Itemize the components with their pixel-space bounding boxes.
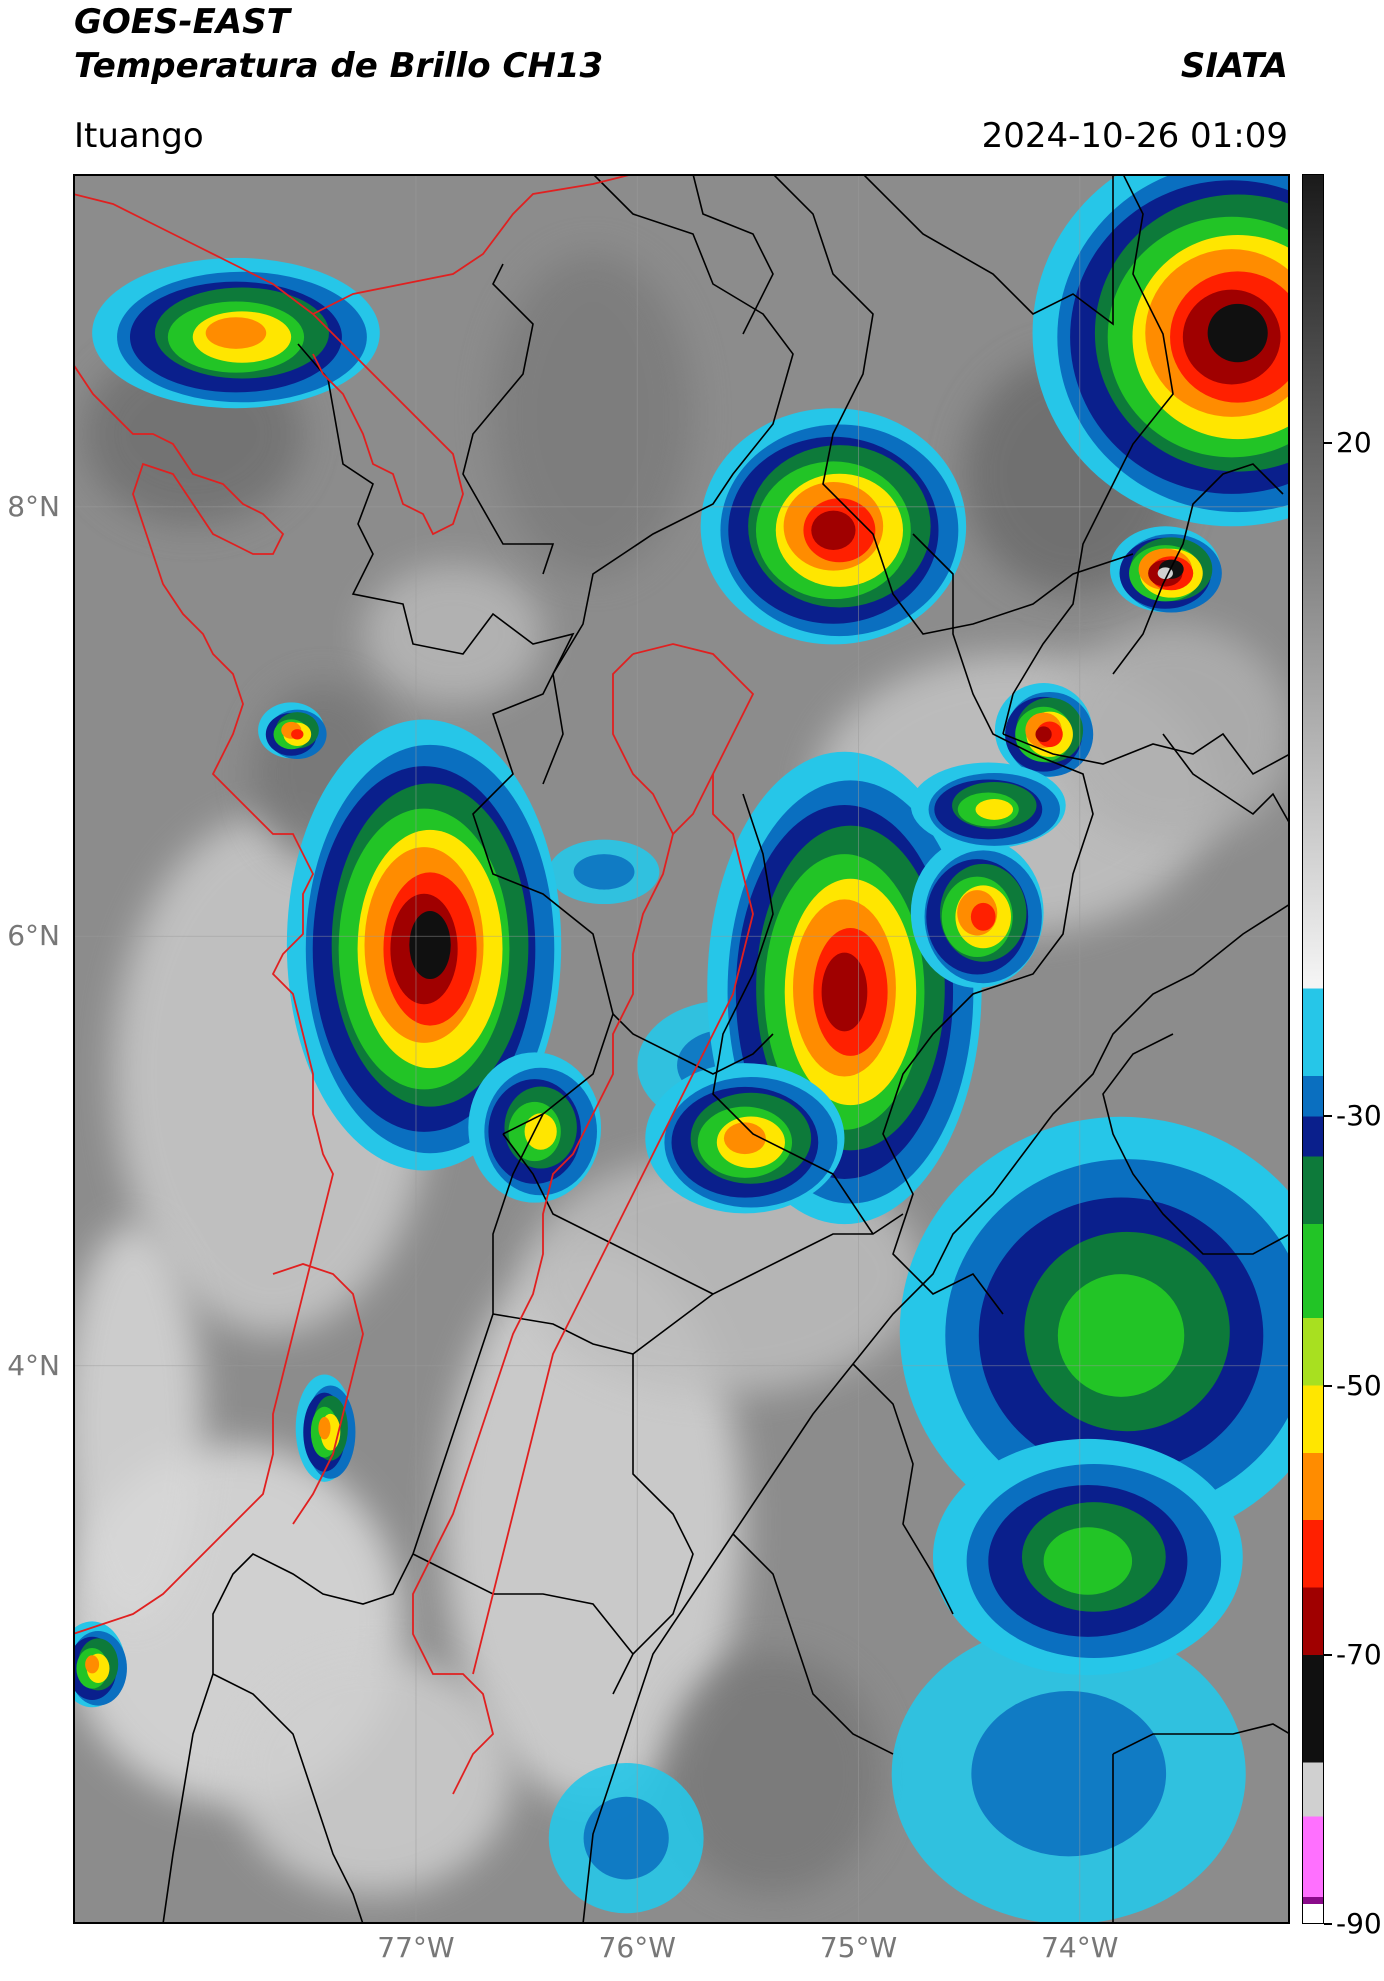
border-line	[212, 1673, 364, 1924]
storm-cell	[468, 1052, 602, 1203]
coastline	[272, 1263, 364, 1525]
graticule	[73, 174, 1290, 1924]
border-line	[732, 1533, 894, 1755]
storm-cells	[73, 174, 1290, 1708]
storm-cell	[1109, 526, 1222, 613]
lat-tick-label: 6°N	[7, 919, 60, 953]
colorbar-tick	[1324, 1384, 1332, 1387]
border-line	[712, 793, 874, 1235]
border-line	[162, 1113, 544, 1924]
datetime-label: 2024-10-26 01:09	[981, 116, 1288, 156]
colorbar-tick	[1324, 1115, 1332, 1118]
border-line	[1102, 1033, 1290, 1255]
coastline-and-admin-red	[73, 174, 755, 1795]
lat-tick-label: 8°N	[7, 489, 60, 523]
border-line	[1002, 732, 1290, 776]
border-line	[1112, 1723, 1290, 1924]
storm-cell	[1032, 174, 1290, 527]
lon-tick-label: 75°W	[819, 1931, 898, 1964]
border-line	[862, 174, 1114, 326]
lon-tick-label: 77°W	[377, 1931, 455, 1964]
colorbar-tick	[1324, 1653, 1332, 1656]
storm-cell	[92, 257, 380, 409]
border-line	[502, 1133, 714, 1295]
storm-cell	[295, 1374, 356, 1482]
title-satellite: GOES-EAST	[74, 2, 290, 42]
storm-cell	[258, 702, 327, 759]
border-line	[612, 1013, 774, 1075]
border-line	[852, 1363, 954, 1615]
colorbar-tick	[1324, 442, 1332, 445]
admin-line	[412, 653, 674, 1795]
department-borders	[162, 174, 1290, 1924]
location-label: Ituango	[74, 116, 204, 156]
colorbar-tick-label: -90	[1336, 1907, 1382, 1940]
lon-tick-label: 74°W	[1041, 1931, 1119, 1964]
storm-cell	[700, 408, 967, 645]
admin-line	[632, 643, 755, 835]
colorbar-frame	[1302, 174, 1324, 1924]
border-line	[612, 1354, 694, 1695]
border-line	[542, 174, 794, 785]
storm-cell	[910, 762, 1066, 849]
storm-cell	[910, 837, 1044, 988]
border-line	[1162, 733, 1290, 825]
storm-cell	[994, 683, 1094, 778]
storm-cell	[645, 1063, 845, 1214]
border-line	[297, 343, 614, 1135]
border-line	[412, 1553, 634, 1655]
colorbar-tick-label: -50	[1336, 1368, 1382, 1402]
border-line	[882, 533, 1094, 1315]
satellite-map	[73, 174, 1290, 1924]
coastline	[73, 193, 464, 536]
admin-line	[312, 174, 634, 315]
organization-label: SIATA	[1180, 46, 1288, 86]
colorbar	[1302, 174, 1324, 1924]
coastline	[73, 363, 334, 1635]
map-canvas	[73, 174, 1290, 1924]
colorbar-tick	[1324, 1923, 1332, 1925]
lon-tick-label: 76°W	[598, 1931, 676, 1964]
cold-patch-core	[573, 854, 635, 890]
border-line	[582, 903, 1290, 1924]
colorbar-gradient	[1302, 174, 1324, 1924]
cold-patch-core	[583, 1796, 669, 1880]
border-line	[1112, 463, 1284, 675]
storm-cell	[899, 1116, 1290, 1547]
storm-cell	[73, 1621, 127, 1708]
admin-line	[472, 774, 754, 1675]
border-line	[772, 174, 1134, 635]
colorbar-tick-label: 20	[1336, 426, 1372, 460]
storm-cell	[286, 719, 562, 1171]
border-line	[692, 174, 774, 335]
border-line	[462, 263, 555, 575]
colorbar-tick-label: -30	[1336, 1099, 1382, 1133]
lat-tick-label: 4°N	[7, 1348, 60, 1382]
title-product: Temperatura de Brillo CH13	[74, 46, 604, 86]
colorbar-tick-label: -70	[1336, 1637, 1382, 1671]
cold-patch-core	[971, 1691, 1167, 1857]
storm-cell	[932, 1438, 1243, 1676]
border-line	[1002, 174, 1174, 735]
